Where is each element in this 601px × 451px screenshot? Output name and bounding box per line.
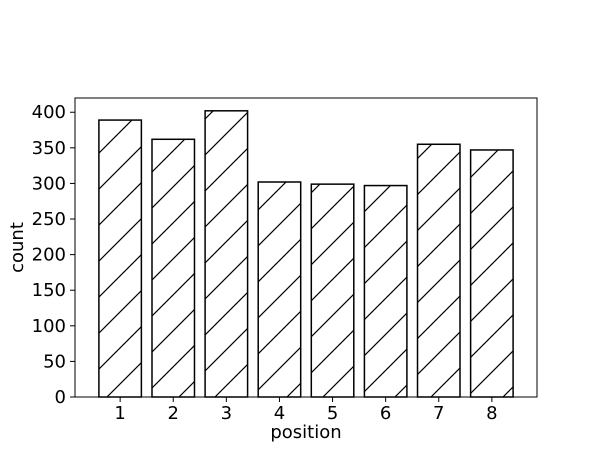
x-tick-label: 3: [221, 403, 232, 424]
x-tick-label: 5: [327, 403, 338, 424]
bar-hatch: [151, 138, 196, 398]
bar-hatch: [469, 149, 514, 398]
bar-hatch: [257, 181, 302, 398]
bars: [98, 110, 514, 398]
bar-hatch: [416, 143, 461, 398]
y-axis: 0 50 100 150 200 250 300 350 400: [32, 102, 75, 408]
y-tick-label: 300: [32, 173, 66, 194]
bar-hatch: [363, 184, 408, 398]
x-tick-label: 2: [168, 403, 179, 424]
y-tick-label: 150: [32, 280, 66, 301]
y-tick-label: 0: [55, 387, 66, 408]
bar-hatch: [98, 119, 143, 398]
x-tick-label: 1: [114, 403, 125, 424]
y-tick-label: 50: [43, 351, 66, 372]
x-tick-label: 8: [486, 403, 497, 424]
y-tick-label: 350: [32, 138, 66, 159]
y-tick-label: 200: [32, 245, 66, 266]
x-tick-label: 4: [274, 403, 285, 424]
x-tick-label: 6: [380, 403, 391, 424]
y-tick-label: 400: [32, 102, 66, 123]
x-tick-label: 7: [433, 403, 444, 424]
bar-hatch: [310, 183, 355, 398]
y-tick-label: 250: [32, 209, 66, 230]
y-axis-label: count: [7, 222, 28, 273]
x-axis-label: position: [270, 422, 341, 443]
plot-area: [74, 97, 538, 398]
x-axis: 1 2 3 4 5 6 7 8: [114, 397, 498, 424]
y-tick-label: 100: [32, 316, 66, 337]
bar-hatch: [204, 110, 249, 398]
